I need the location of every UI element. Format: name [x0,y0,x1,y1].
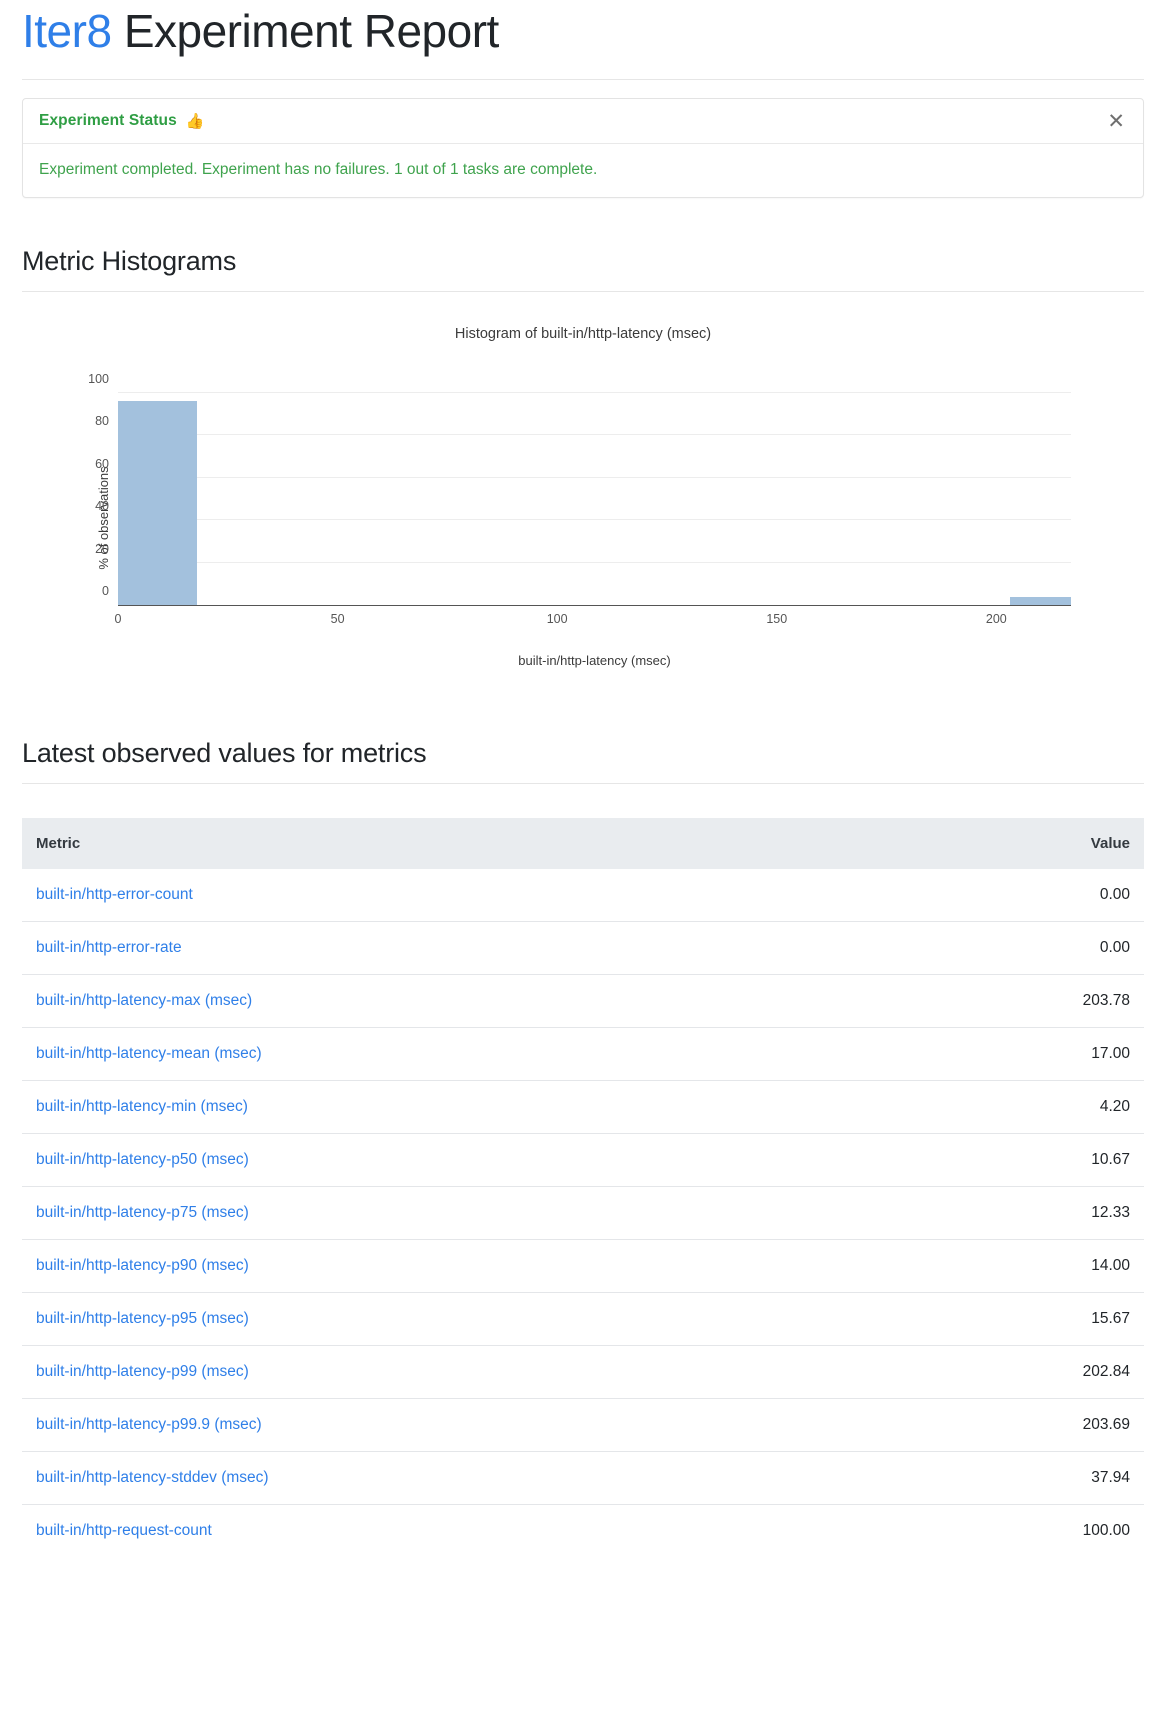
chart-gridline [118,519,1071,521]
metric-histograms-heading: Metric Histograms [22,246,237,277]
chart-x-axis-label: built-in/http-latency (msec) [518,653,671,669]
page-title: Iter8 Experiment Report [22,6,1144,57]
table-row: built-in/http-error-count 0.00 [22,869,1144,922]
metric-link[interactable]: built-in/http-latency-max (msec) [36,992,253,1010]
metric-value-cell: 15.67 [892,1292,1144,1346]
report-page: Iter8 Experiment Report Experiment Statu… [0,6,1166,1581]
table-row: built-in/http-latency-min (msec) 4.20 [22,1080,1144,1134]
experiment-status-header-left: Experiment Status 👍 [39,112,204,130]
metric-value-cell: 4.20 [892,1080,1144,1134]
chart-y-tick: 60 [95,456,109,471]
metric-value-cell: 14.00 [892,1239,1144,1293]
table-row: built-in/http-latency-p90 (msec) 14.00 [22,1239,1144,1293]
metric-link[interactable]: built-in/http-latency-p99.9 (msec) [36,1416,262,1434]
chart-gridline [118,561,1071,563]
metric-value-cell: 17.00 [892,1027,1144,1081]
table-row: built-in/http-latency-p99.9 (msec) 203.69 [22,1398,1144,1452]
metric-link[interactable]: built-in/http-latency-p90 (msec) [36,1257,249,1275]
table-row: built-in/http-latency-p95 (msec) 15.67 [22,1292,1144,1346]
brand-name: Iter8 [22,5,112,57]
metric-name-cell: built-in/http-latency-p99.9 (msec) [22,1398,893,1452]
table-row: built-in/http-latency-mean (msec) 17.00 [22,1027,1144,1081]
metrics-table-head: Metric Value [22,818,1144,870]
metric-histograms-divider [22,291,1144,293]
page-title-rest: Experiment Report [111,5,500,57]
metric-value-cell: 37.94 [892,1451,1144,1505]
metric-name-cell: built-in/http-request-count [22,1504,893,1558]
experiment-status-card: Experiment Status 👍 ✕ Experiment complet… [22,97,1144,199]
metric-name-cell: built-in/http-latency-p99 (msec) [22,1345,893,1399]
chart-title: Histogram of built-in/http-latency (msec… [454,326,712,343]
table-row: built-in/http-latency-p50 (msec) 10.67 [22,1133,1144,1187]
metric-value-cell: 203.78 [892,974,1144,1028]
metric-name-cell: built-in/http-latency-p50 (msec) [22,1133,893,1187]
chart-x-tick: 200 [985,612,1007,627]
metric-name-cell: built-in/http-latency-min (msec) [22,1080,893,1134]
chart-gridline [118,434,1071,436]
chart-y-tick: 0 [102,584,109,599]
experiment-status-header: Experiment Status 👍 ✕ [23,99,1143,144]
metric-link[interactable]: built-in/http-latency-min (msec) [36,1098,248,1116]
chart-x-tick: 100 [546,612,568,627]
metric-name-cell: built-in/http-error-rate [22,921,893,975]
metric-name-cell: built-in/http-latency-max (msec) [22,974,893,1028]
metric-link[interactable]: built-in/http-request-count [36,1522,212,1540]
chart-x-tick: 150 [766,612,788,627]
chart-y-tick: 40 [95,499,109,514]
table-row: built-in/http-latency-p99 (msec) 202.84 [22,1345,1144,1399]
experiment-status-message: Experiment completed. Experiment has no … [39,160,598,178]
thumbs-up-icon: 👍 [185,112,205,130]
chart-x-tick: 0 [114,612,122,627]
metric-value-cell: 202.84 [892,1345,1144,1399]
chart-y-tick: 20 [95,541,109,556]
metric-name-cell: built-in/http-error-count [22,869,892,922]
metric-value-cell: 0.00 [892,921,1144,975]
table-row: built-in/http-latency-p75 (msec) 12.33 [22,1186,1144,1240]
chart-gridline [118,391,1071,393]
chart-y-tick: 100 [88,371,109,386]
chart-canvas: 0 20 40 60 80 100 0 50 100 150 200 [88,372,1071,626]
table-header-row: Metric Value [22,818,1144,870]
chart-y-tick: 80 [95,414,109,429]
metric-value-cell: 10.67 [892,1133,1144,1187]
column-header-value: Value [892,818,1144,870]
metrics-table-wrapper: Metric Value built-in/http-error-count 0.… [22,818,1144,1581]
metric-link[interactable]: built-in/http-error-rate [36,939,182,957]
histogram-bar [1009,596,1071,606]
metrics-table-body: built-in/http-error-count 0.00 built-in/ht… [22,869,1144,1558]
metric-link[interactable]: built-in/http-error-count [36,886,193,904]
chart-gridline [118,476,1071,478]
metric-link[interactable]: built-in/http-latency-p50 (msec) [36,1151,249,1169]
title-divider [22,78,1144,80]
chart-x-tick: 50 [330,612,345,627]
metric-link[interactable]: built-in/http-latency-mean (msec) [36,1045,262,1063]
table-row: built-in/http-latency-max (msec) 203.78 [22,974,1144,1028]
close-icon[interactable]: ✕ [1107,109,1125,133]
metric-value-cell: 0.00 [1099,886,1130,904]
histogram-bar [118,401,198,606]
latest-values-heading: Latest observed values for metrics [22,738,427,769]
table-row: built-in/http-latency-stddev (msec) 37.94 [22,1451,1144,1505]
metric-name-cell: built-in/http-latency-p95 (msec) [22,1292,893,1346]
chart-plot-area: % of observations 0 20 40 60 80 100 0 50 100 150 2… [22,368,1144,668]
metric-link[interactable]: built-in/http-latency-p95 (msec) [36,1310,249,1328]
metric-link[interactable]: built-in/http-latency-stddev (msec) [36,1469,269,1487]
metric-name-cell: built-in/http-latency-mean (msec) [22,1027,893,1081]
histogram-chart: Histogram of built-in/http-latency (msec… [22,326,1144,668]
chart-plot: 0 20 40 60 80 100 0 50 100 150 200 [88,372,1071,626]
latest-values-divider [22,783,1144,785]
metric-name-cell: built-in/http-latency-stddev (msec) [22,1451,893,1505]
table-row: built-in/http-request-count 100.00 [22,1504,1144,1558]
metric-value-cell: 203.69 [892,1398,1144,1452]
metric-value-cell: 12.33 [892,1186,1144,1240]
column-header-metric: Metric [22,818,893,870]
metric-link[interactable]: built-in/http-latency-p75 (msec) [36,1204,249,1222]
table-row: built-in/http-error-rate 0.00 [22,921,1144,975]
metric-value-cell: 100.00 [892,1504,1144,1558]
metric-name-cell: built-in/http-latency-p75 (msec) [22,1186,893,1240]
metric-link[interactable]: built-in/http-latency-p99 (msec) [36,1363,249,1381]
metrics-table: Metric Value built-in/http-error-count 0.… [22,818,1144,1558]
metric-name-cell: built-in/http-latency-p90 (msec) [22,1239,893,1293]
experiment-status-title: Experiment Status [39,112,177,130]
